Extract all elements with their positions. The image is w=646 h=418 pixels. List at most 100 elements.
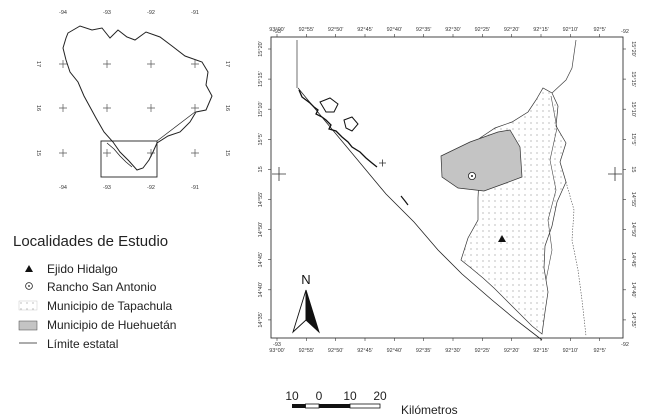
estuary-mark [400,195,409,206]
inset-left-label: 17 [35,61,41,67]
bottom-tick-label: 92°10' [563,348,579,354]
right-tick-label: 14°35' [630,312,636,328]
bottom-tick-label: 93°00' [269,348,285,354]
corner-label-top-right: -92 [621,29,629,35]
right-tick-label: 15 [630,166,636,172]
bottom-tick-label: 92°25' [475,348,491,354]
inset-bottom-label: -93 [103,185,111,191]
coastline [297,87,543,341]
inset-connector-line [156,111,196,142]
municipal-division-line [545,95,558,281]
left-tick-label: 14°35' [258,312,264,328]
main-map: N 93°00' 92°55' 92°50' 92°45' 92°40' 92°35' 92… [258,27,636,354]
right-tick-label: 14°45' [630,252,636,268]
top-tick-label: 92°20' [504,27,520,33]
top-tick-label: 92°30' [445,27,461,33]
north-label: N [301,272,310,287]
legend-dot-circle-icon [25,282,33,290]
legend: Localidades de Estudio Ejido Hidalgo Ran… [13,233,176,351]
left-tick-label: 15°10' [258,101,264,117]
left-tick-label: 14°50' [258,222,264,238]
left-tick-label: 15°20' [258,41,264,57]
inset-right-label: 17 [224,61,230,67]
scale-label: 10 [343,389,357,403]
legend-label-rancho-san-antonio: Rancho San Antonio [47,280,157,294]
corner-label-top-left: -93 [273,29,281,35]
inset-coast-detail [106,142,133,168]
bottom-tick-label: 92°20' [504,348,520,354]
inset-top-label: -93 [103,10,111,16]
legend-dotted-box-icon [18,300,38,311]
top-tick-label: 92°45' [357,27,373,33]
bottom-tick-label: 92°5' [593,348,605,354]
left-tick-label: 14°40' [258,282,264,298]
inset-top-label: -94 [59,10,67,16]
right-tick-label: 15°20' [630,41,636,57]
scale-segment [349,403,381,409]
inset-top-label: -91 [191,10,199,16]
bottom-tick-label: 92°55' [299,348,315,354]
lagoon-island [319,97,339,113]
inset-grid-crosses [59,60,199,157]
inset-bottom-label: -91 [191,185,199,191]
lagoon-island [343,116,359,132]
right-tick-label: 15°15' [630,71,636,87]
bottom-tick-label: 92°15' [533,348,549,354]
legend-label-limite-estatal: Límite estatal [47,337,118,351]
scale-segment [319,404,350,408]
bottom-tick-label: 92°40' [387,348,403,354]
bottom-tick-label: 92°35' [416,348,432,354]
scale-segment [292,404,306,408]
inset-bottom-label: -92 [147,185,155,191]
legend-label-ejido-hidalgo: Ejido Hidalgo [47,262,118,276]
left-tick-label: 14°55' [258,192,264,208]
corner-label-bottom-left: -93 [273,342,281,348]
left-tick-label: 14°45' [258,252,264,268]
state-boundary-line [551,39,577,94]
inset-map: -94 -93 -92 -91 -94 -93 -92 -91 17 16 15… [35,10,230,191]
inset-right-label: 15 [224,150,230,156]
inset-right-label: 16 [224,105,230,111]
ejido-hidalgo-marker [498,235,506,242]
north-arrow: N [292,272,320,334]
legend-label-tapachula: Municipio de Tapachula [47,299,173,313]
main-map-ticks: 93°00' 92°55' 92°50' 92°45' 92°40' 92°35' 92°3… [258,27,636,354]
scale-bar: 10 0 10 20 Kilómetros [285,389,457,417]
legend-title: Localidades de Estudio [13,233,168,250]
right-tick-label: 15°10' [630,101,636,117]
right-tick-label: 14°40' [630,282,636,298]
corner-label-bottom-right: -92 [621,342,629,348]
scale-unit: Kilómetros [401,403,458,417]
main-map-frame [270,36,624,339]
lagoon-system [298,89,378,168]
state-boundary-east [565,181,587,337]
scale-label: 0 [316,389,323,403]
top-tick-label: 92°25' [475,27,491,33]
inset-left-label: 16 [35,105,41,111]
scale-segment [305,403,320,409]
top-tick-label: 92°50' [328,27,344,33]
huehuetan-municipality [440,129,523,192]
inset-study-area-box [100,140,158,178]
inset-left-label: 15 [35,150,41,156]
left-tick-label: 15°5' [258,133,264,145]
inset-bottom-label: -94 [59,185,67,191]
right-tick-label: 15°5' [630,133,636,145]
top-tick-label: 92°35' [416,27,432,33]
legend-gray-box-icon [18,320,38,331]
right-tick-label: 14°55' [630,192,636,208]
top-tick-label: 92°10' [563,27,579,33]
scale-label: 20 [373,389,387,403]
top-tick-label: 92°5' [593,27,605,33]
left-tick-label: 15 [258,166,264,172]
grid-cross-marks [272,159,622,181]
top-tick-label: 92°40' [387,27,403,33]
top-tick-label: 93°00' [269,27,285,33]
bottom-tick-label: 92°45' [357,348,373,354]
inset-top-label: -92 [147,10,155,16]
left-tick-label: 15°15' [258,71,264,87]
scale-label: 10 [285,389,299,403]
inset-state-outline [62,25,213,171]
legend-label-huehuetan: Municipio de Huehuetán [47,318,176,332]
